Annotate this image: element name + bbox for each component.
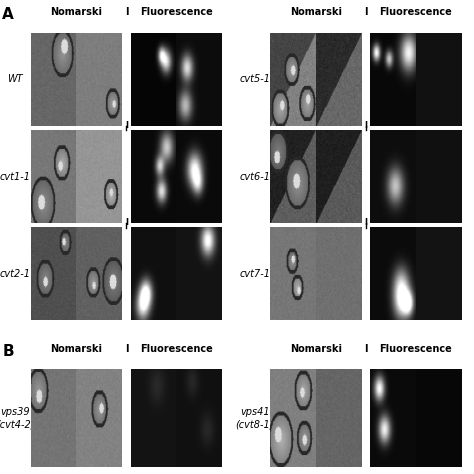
Text: Fluorescence: Fluorescence [140,7,213,17]
Text: I: I [365,219,367,227]
Text: Nomarski: Nomarski [50,344,102,354]
Text: cvt6-1: cvt6-1 [239,172,270,182]
Text: I: I [365,121,367,130]
Text: I: I [125,344,128,354]
Text: cvt1-1: cvt1-1 [0,172,31,182]
Text: cvt5-1: cvt5-1 [239,74,270,84]
Text: I: I [125,7,128,17]
Text: Nomarski: Nomarski [290,344,342,354]
Text: WT: WT [8,74,23,84]
Text: cvt2-1: cvt2-1 [0,269,31,279]
Text: Nomarski: Nomarski [290,7,342,17]
Text: I: I [125,219,128,227]
Text: B: B [2,344,14,359]
Text: vps39
(cvt4-2): vps39 (cvt4-2) [0,407,35,429]
Text: A: A [2,7,14,22]
Text: I: I [364,344,367,354]
Text: I: I [364,7,367,17]
Text: Fluorescence: Fluorescence [140,344,213,354]
Text: cvt7-1: cvt7-1 [239,269,270,279]
Text: Nomarski: Nomarski [50,7,102,17]
Text: Fluorescence: Fluorescence [380,7,452,17]
Text: Fluorescence: Fluorescence [380,344,452,354]
Text: I: I [125,121,128,130]
Text: vps41
(cvt8-1): vps41 (cvt8-1) [236,407,274,429]
